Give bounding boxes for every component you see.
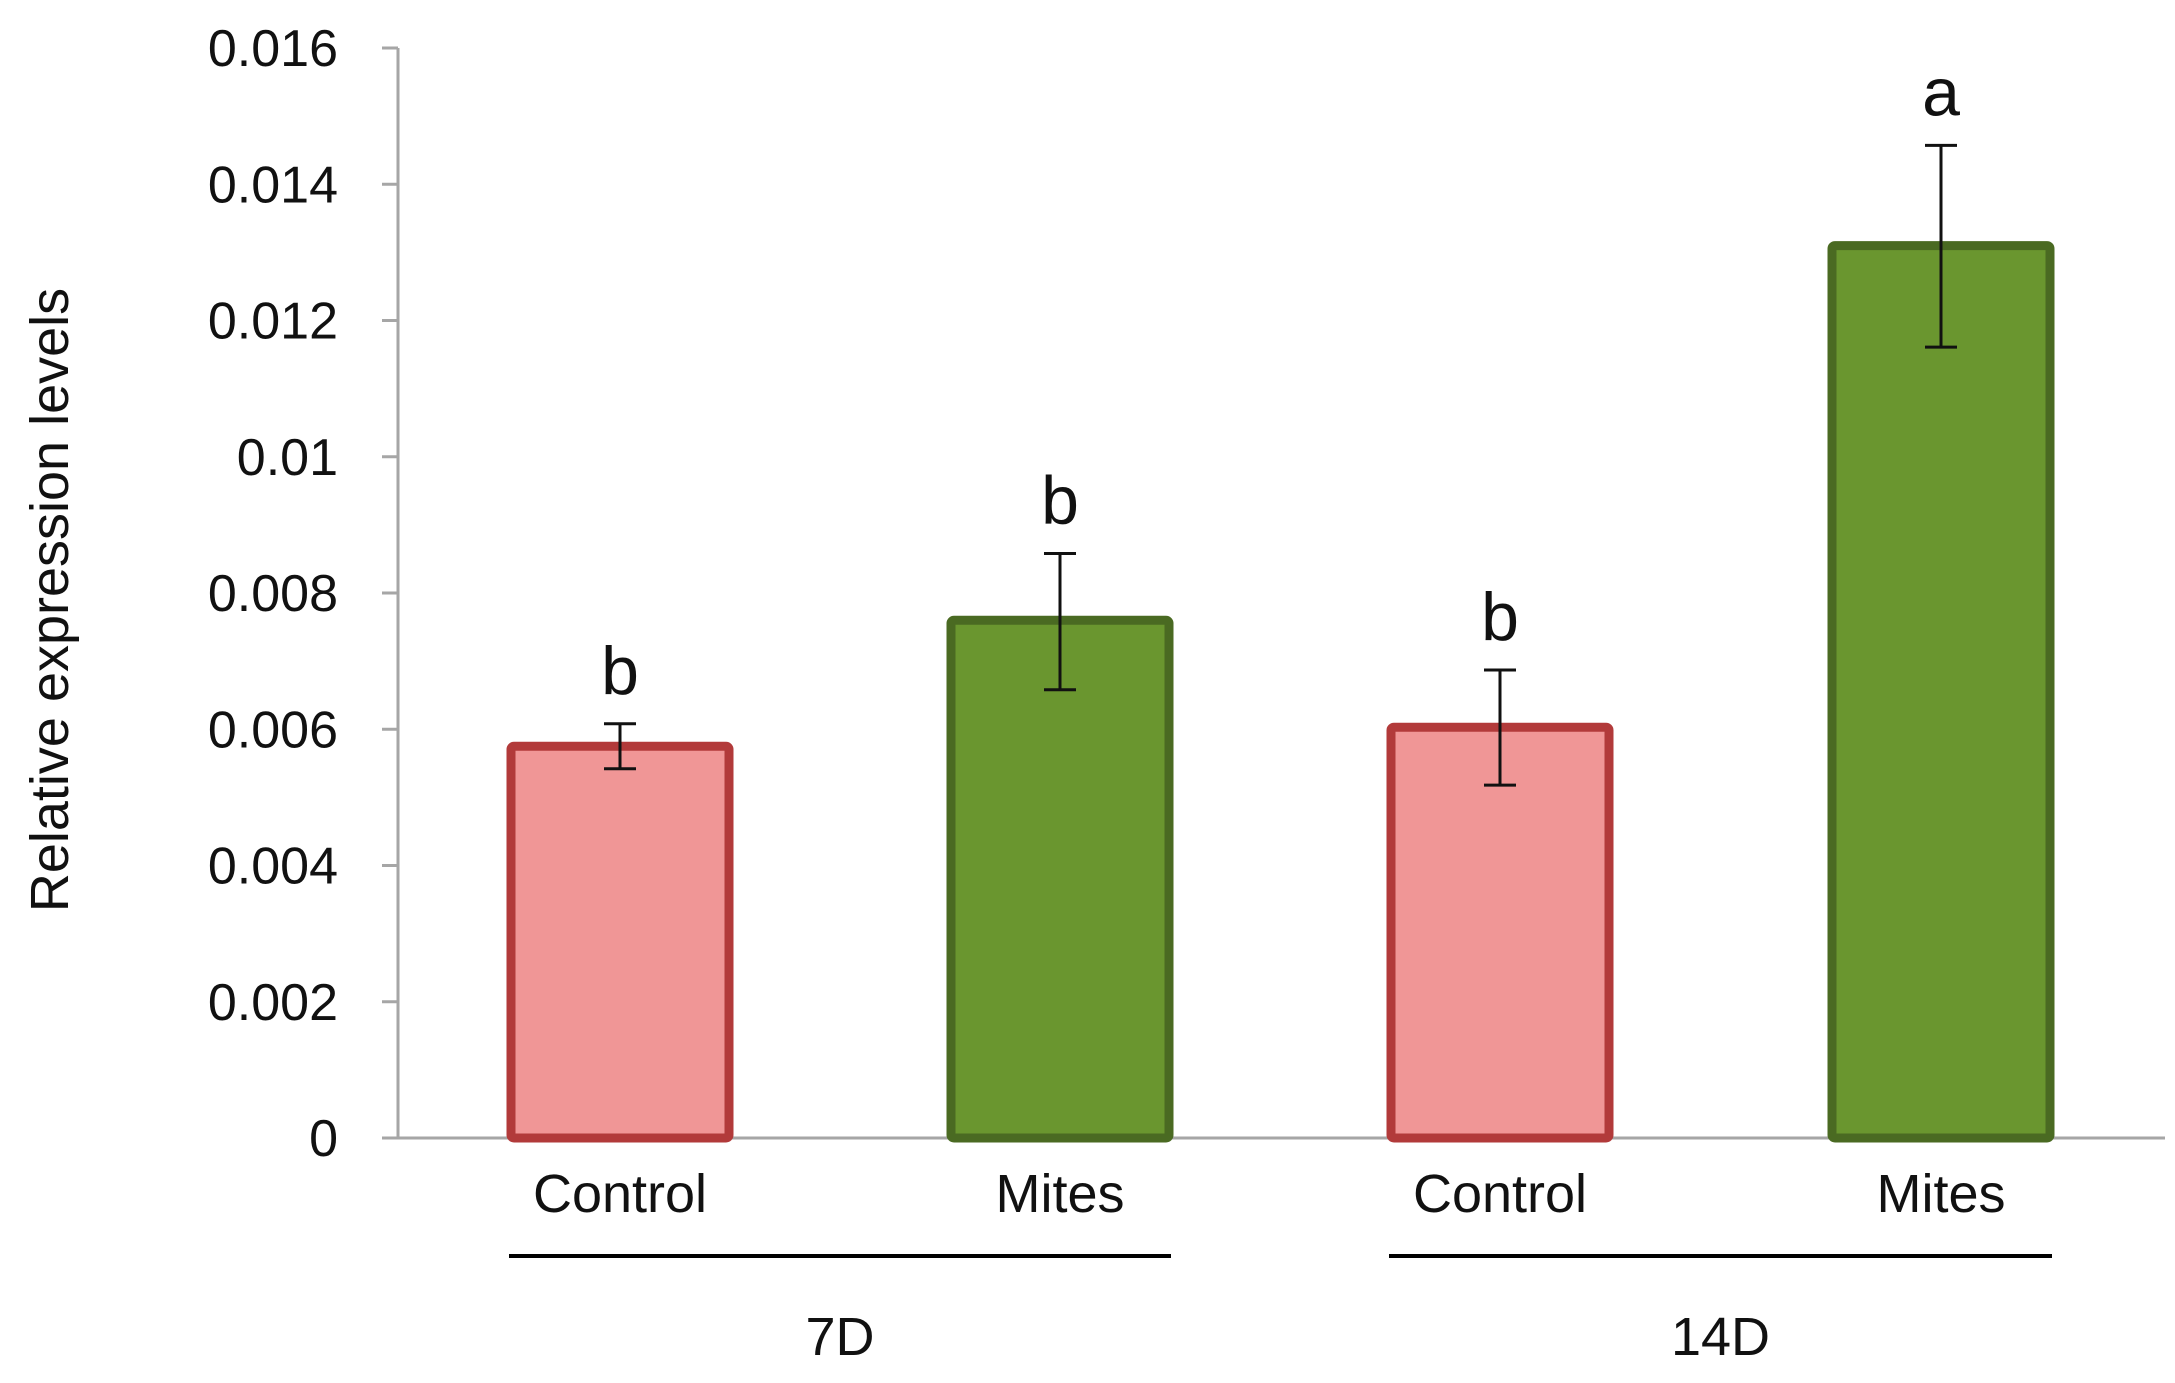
bar-control-0 bbox=[506, 741, 734, 1143]
y-tick-label: 0.002 bbox=[208, 974, 338, 1032]
error-bars bbox=[604, 143, 1957, 787]
category-labels: Control Mites Control Mites bbox=[533, 1164, 2006, 1224]
significance-letters: b b b a bbox=[601, 54, 1960, 708]
error-bar-0 bbox=[604, 722, 636, 771]
category-label: Control bbox=[1413, 1164, 1587, 1224]
group-labels: 7D 14D bbox=[509, 1254, 2052, 1367]
bar-mites-1 bbox=[946, 615, 1174, 1143]
significance-letter: b bbox=[601, 633, 639, 709]
category-label: Control bbox=[533, 1164, 707, 1224]
significance-letter: b bbox=[1041, 462, 1079, 538]
y-tick-label: 0.006 bbox=[208, 701, 338, 759]
y-tick-label: 0.012 bbox=[208, 293, 338, 351]
bars bbox=[506, 241, 2055, 1143]
category-label: Mites bbox=[1876, 1164, 2005, 1224]
group-label: 7D bbox=[805, 1307, 874, 1367]
y-tick-label: 0.004 bbox=[208, 838, 338, 896]
y-tick-label: 0.01 bbox=[237, 429, 338, 487]
error-bar-1 bbox=[1044, 551, 1076, 692]
bar-mites-3 bbox=[1827, 241, 2055, 1143]
bar-control-2 bbox=[1386, 722, 1614, 1143]
y-ticks: 0 0.002 0.004 0.006 0.008 0.01 0.012 0.014 0.016 bbox=[208, 20, 398, 1168]
category-label: Mites bbox=[995, 1164, 1124, 1224]
y-axis-title: Relative expression levels bbox=[20, 288, 80, 912]
group-label: 14D bbox=[1671, 1307, 1770, 1367]
significance-letter: b bbox=[1481, 579, 1519, 655]
significance-letter: a bbox=[1922, 54, 1960, 130]
y-tick-label: 0.016 bbox=[208, 20, 338, 78]
y-tick-label: 0 bbox=[309, 1110, 338, 1168]
y-tick-label: 0.014 bbox=[208, 156, 338, 214]
error-bar-3 bbox=[1925, 143, 1957, 349]
y-tick-label: 0.008 bbox=[208, 565, 338, 623]
error-bar-2 bbox=[1484, 668, 1516, 787]
